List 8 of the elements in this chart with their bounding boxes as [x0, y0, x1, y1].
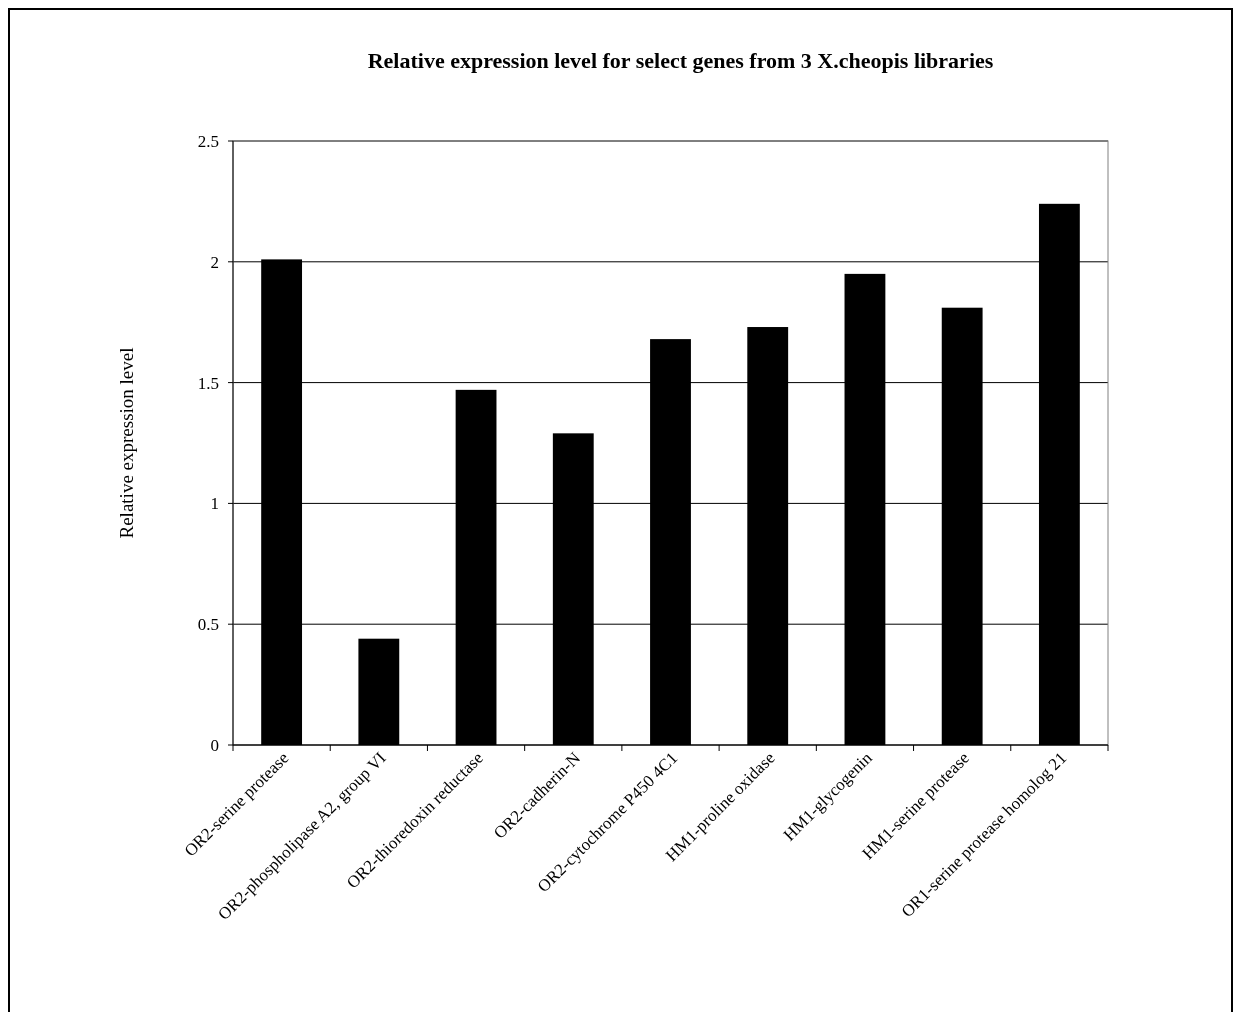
y-tick-label: 2 — [210, 252, 219, 272]
y-tick-label: 2.5 — [197, 131, 219, 151]
chart-title: Relative expression level for select genes from 3 X.cheopis libraries — [367, 48, 994, 73]
y-axis-title: Relative expression level — [116, 347, 137, 539]
y-tick-label: 1.5 — [197, 373, 219, 393]
y-tick-label: 0.5 — [197, 615, 219, 635]
y-tick-label: 1 — [210, 494, 219, 514]
y-tick-label: 0 — [210, 735, 219, 755]
